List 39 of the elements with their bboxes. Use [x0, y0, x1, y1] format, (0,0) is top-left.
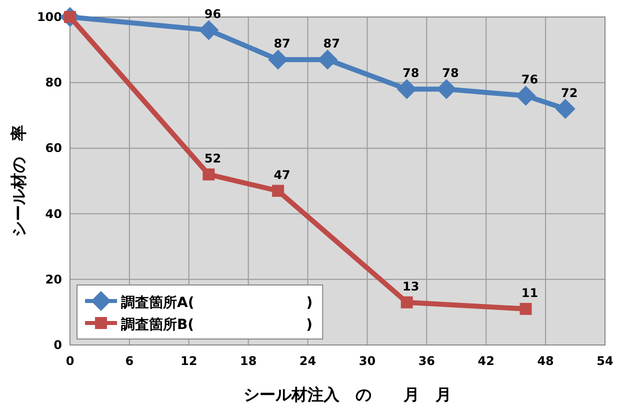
data-label: 72 — [561, 86, 578, 100]
data-label: 47 — [274, 168, 290, 182]
y-tick-label: 100 — [36, 10, 62, 24]
data-label: 96 — [204, 7, 222, 22]
x-tick-label: 0 — [66, 354, 74, 368]
point — [202, 168, 215, 180]
data-label: 76 — [521, 72, 538, 87]
data-label: 87 — [274, 36, 290, 51]
y-tick-label: 60 — [45, 141, 62, 156]
data-label: 11 — [521, 286, 538, 300]
x-tick-label: 6 — [125, 354, 134, 368]
y-tick-label: 40 — [45, 206, 62, 221]
x-tick-label: 24 — [299, 354, 316, 368]
y-tick-label: 80 — [45, 76, 62, 90]
data-label: 13 — [402, 279, 420, 294]
point — [318, 50, 338, 70]
data-label: 52 — [204, 151, 222, 166]
data-label: 78 — [442, 66, 459, 80]
y-tick-label: 0 — [54, 338, 62, 352]
point — [516, 86, 536, 106]
y-tick-label: 20 — [45, 272, 62, 286]
data-label: 78 — [402, 66, 420, 80]
point — [520, 302, 532, 315]
y-axis-title: シール材の 率 — [9, 125, 28, 237]
legend-label: 調査箇所A( ) — [121, 294, 313, 311]
x-tick-label: 18 — [240, 354, 257, 368]
x-tick-label: 30 — [358, 354, 376, 368]
x-tick-label: 12 — [180, 354, 198, 368]
point — [400, 296, 413, 308]
x-tick-label: 36 — [418, 354, 436, 368]
data-label: 87 — [323, 36, 340, 51]
point — [272, 184, 284, 197]
x-axis-title: シール材注入 の 月 月 — [244, 385, 452, 404]
legend-label: 調査箇所B( ) — [121, 316, 312, 333]
x-tick-label: 42 — [478, 354, 494, 368]
point — [198, 20, 219, 40]
x-tick-label: 54 — [596, 354, 614, 368]
point — [555, 98, 576, 119]
x-tick-label: 48 — [537, 354, 554, 368]
